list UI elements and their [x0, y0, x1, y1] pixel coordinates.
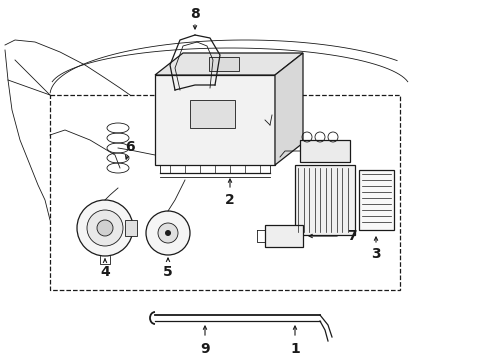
Bar: [300, 140, 350, 162]
Circle shape: [146, 211, 190, 255]
Bar: [209, 57, 239, 71]
Text: 8: 8: [190, 7, 200, 21]
Text: 3: 3: [371, 247, 381, 261]
Text: 5: 5: [163, 265, 173, 279]
Circle shape: [77, 200, 133, 256]
Text: 9: 9: [200, 342, 210, 356]
Text: 2: 2: [225, 193, 235, 207]
Circle shape: [97, 220, 113, 236]
Text: 7: 7: [347, 229, 357, 243]
Bar: [295, 165, 355, 235]
Polygon shape: [275, 53, 303, 165]
Polygon shape: [155, 75, 275, 165]
Polygon shape: [155, 53, 303, 75]
Circle shape: [158, 223, 178, 243]
Text: 6: 6: [125, 140, 135, 154]
Bar: [50, 95, 400, 290]
Bar: [265, 225, 303, 247]
Text: 4: 4: [100, 265, 110, 279]
Bar: [190, 100, 235, 128]
Bar: [359, 170, 394, 230]
Bar: [125, 220, 137, 236]
Circle shape: [87, 210, 123, 246]
Circle shape: [165, 230, 171, 236]
Text: 1: 1: [290, 342, 300, 356]
